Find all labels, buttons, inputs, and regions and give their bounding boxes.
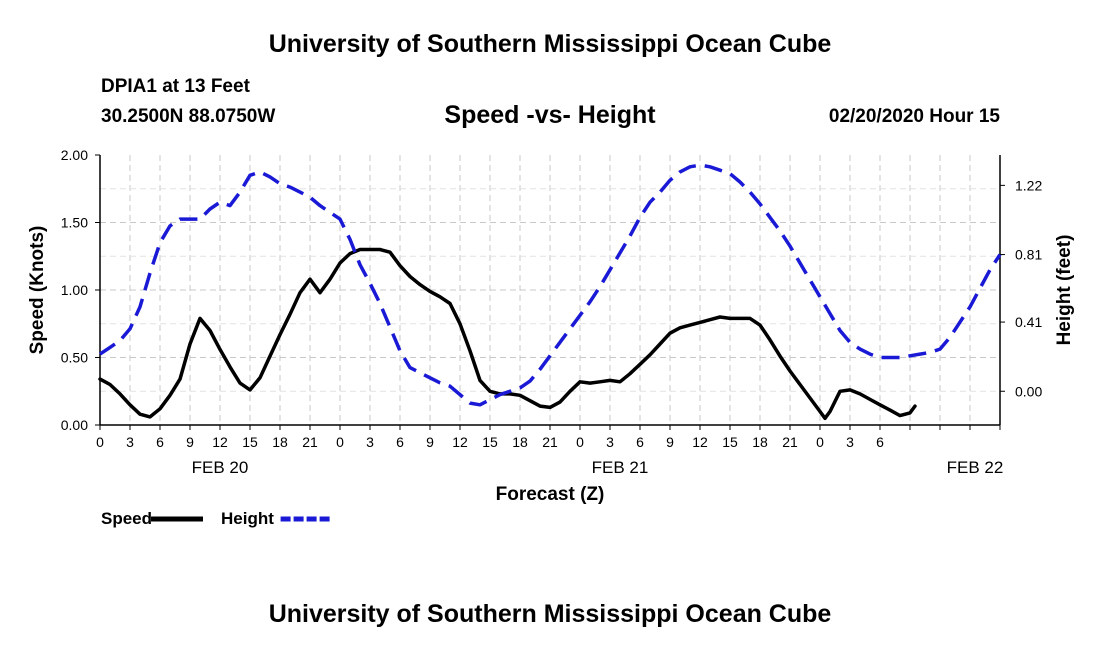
x-tick-label: 0	[816, 434, 824, 450]
x-tick-label: 15	[482, 434, 498, 450]
x-tick-label: 9	[666, 434, 674, 450]
series-layer	[98, 163, 1002, 421]
station-name: DPIA1 at 13 Feet	[101, 76, 250, 97]
x-tick-label: 0	[96, 434, 104, 450]
legend: Speed Height	[101, 509, 333, 528]
series-line-height	[99, 163, 1002, 407]
x-tick-label: 18	[512, 434, 528, 450]
x-tick-label: 9	[186, 434, 194, 450]
x-axis-title: Forecast (Z)	[496, 484, 605, 505]
station-coordinates: 30.2500N 88.0750W	[101, 106, 276, 127]
y2-tick-label: 1.22	[1015, 177, 1042, 193]
x-tick-label: 6	[156, 434, 164, 450]
x-date-label: FEB 20	[192, 458, 249, 477]
x-tick-label: 12	[212, 434, 228, 450]
y2-tick-label: 0.00	[1015, 383, 1042, 399]
y2-axis-title: Height (feet)	[1054, 235, 1075, 346]
footer-title: University of Southern Mississippi Ocean…	[268, 600, 832, 628]
x-tick-label: 3	[606, 434, 614, 450]
x-tick-label: 3	[126, 434, 134, 450]
x-tick-label: 6	[876, 434, 884, 450]
x-tick-label: 6	[396, 434, 404, 450]
y2-tick-label: 0.81	[1015, 247, 1042, 263]
legend-label-speed: Speed	[101, 509, 152, 528]
y-tick-label: 0.50	[61, 350, 88, 366]
x-tick-label: 9	[426, 434, 434, 450]
x-date-label: FEB 22	[947, 458, 1004, 477]
page-title: University of Southern Mississippi Ocean…	[268, 30, 832, 58]
x-tick-label: 12	[452, 434, 468, 450]
x-tick-label: 6	[636, 434, 644, 450]
x-tick-label: 3	[366, 434, 374, 450]
x-tick-label: 18	[272, 434, 288, 450]
x-tick-label: 18	[752, 434, 768, 450]
x-date-label: FEB 21	[592, 458, 649, 477]
y-tick-label: 2.00	[61, 147, 88, 163]
x-tick-label: 3	[846, 434, 854, 450]
y-tick-label: 1.50	[61, 215, 88, 231]
labels-layer: 0 3 6 9 12 15 18 21 0 3 6 9 12 15 18 21 0 3 6 9 12 15 18 21 0 3 6 F…	[27, 147, 1075, 505]
x-tick-label: 21	[302, 434, 318, 450]
y-axis-title: Speed (Knots)	[27, 226, 48, 355]
x-tick-label: 12	[692, 434, 708, 450]
y-tick-label: 0.00	[61, 417, 88, 433]
legend-label-height: Height	[221, 509, 274, 528]
y-tick-label: 1.00	[61, 282, 88, 298]
chart-title: Speed -vs- Height	[444, 101, 656, 129]
chart-datetime: 02/20/2020 Hour 15	[828, 106, 1000, 127]
series-line-speed	[98, 247, 917, 421]
y2-tick-label: 0.41	[1015, 314, 1042, 330]
grid-layer	[100, 155, 1000, 425]
x-tick-label: 0	[336, 434, 344, 450]
x-tick-label: 21	[782, 434, 798, 450]
x-tick-label: 21	[542, 434, 558, 450]
x-tick-label: 15	[722, 434, 738, 450]
x-tick-label: 15	[242, 434, 258, 450]
x-tick-label: 0	[576, 434, 584, 450]
